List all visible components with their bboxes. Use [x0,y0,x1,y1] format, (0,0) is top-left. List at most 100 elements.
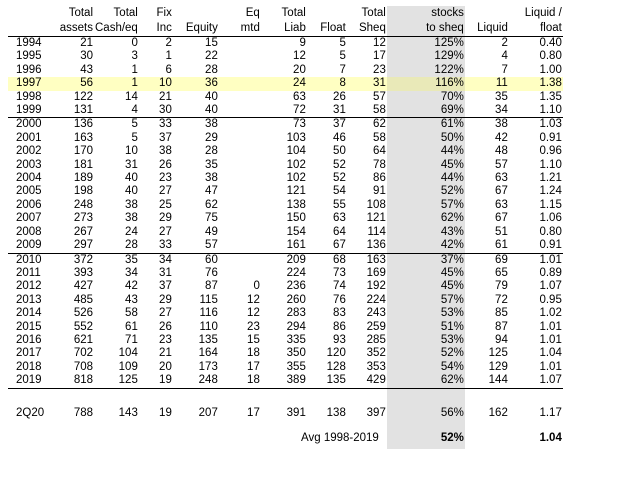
cell-total-cash-eq: 125 [118,374,138,387]
header-liquid-float: float [540,22,562,34]
cell-total-cash-eq: 104 [118,347,138,360]
average-row: Avg 1998-2019 52% 1.04 [8,426,563,449]
cell-liquid: 11 [464,77,509,91]
header-eq-mtd: Eq [245,7,260,19]
cell-total-assets: 170 [73,145,93,158]
blank-cell [465,427,509,449]
q-cell-total-liab: 391 [286,406,306,419]
cell-liquid: 129 [488,360,508,373]
cell-total-liab: 102 [286,158,306,171]
cell-total-sheq: 136 [366,239,386,252]
cell-eq-mtd [218,252,261,267]
cell-liquid: 87 [495,320,508,333]
cell-total-assets: 131 [73,104,93,117]
cell-eq-mtd: 18 [247,374,260,387]
cell-total-sheq: 352 [366,347,386,360]
cell-equity: 47 [205,185,218,198]
cell-eq-mtd: 15 [247,333,260,346]
quarter-row: 2Q20 788 143 19 207 17 391 138 397 56% 162 1.17 [8,398,563,427]
cell-total-liab: 12 [293,50,306,63]
average-liquid-float: 1.04 [539,431,562,444]
cell-liquid: 67 [495,212,508,225]
cell-float: 64 [333,225,346,238]
cell-equity: 36 [172,77,219,91]
cell-total-cash-eq: 0 [94,36,139,51]
q-cell-liquid: 162 [488,406,508,419]
cell-year: 1996 [16,63,42,76]
cell-eq-mtd [218,117,261,132]
cell-equity: 22 [205,50,218,63]
cell-fix-inc: 6 [165,63,172,76]
cell-total-liab: 150 [286,212,306,225]
cell-liquid-float: 1.01 [508,252,563,267]
cell-liquid-float: 0.89 [539,266,562,279]
cell-year: 2017 [16,347,42,360]
cell-float: 76 [333,293,346,306]
cell-equity: 40 [205,104,218,117]
cell-float: 93 [333,333,346,346]
table-row: 2008 267 24 27 49 154 64 114 43% 51 0.80 [8,225,563,240]
cell-stocks-to-sheq: 45% [386,280,465,294]
cell-liquid: 94 [495,333,508,346]
cell-total-assets: 393 [73,266,93,279]
cell-float: 5 [306,36,347,51]
cell-equity: 38 [205,172,218,185]
cell-fix-inc: 27 [159,185,172,198]
cell-float: 26 [333,90,346,103]
spacer-cell [94,387,139,399]
spacer-cell [508,387,563,399]
cell-eq-mtd [219,91,261,104]
header-stocks-to-sheq: to sheq [386,21,465,37]
cell-stocks-to-sheq: 57% [386,198,465,213]
cell-equity: 135 [198,333,218,346]
table-row: 1996 43 1 6 28 20 7 23 122% 7 1.00 [8,63,563,78]
cell-year: 2008 [16,225,42,238]
q-cell-fix-inc: 19 [159,406,172,419]
cell-equity: 115 [199,293,218,306]
table-row: 1995 30 3 1 22 12 5 17 129% 4 0.80 [8,50,563,64]
table-row: 2009 297 28 33 57 161 67 136 42% 61 0.91 [8,239,563,253]
cell-stocks-to-sheq: 129% [386,50,465,64]
cell-total-cash-eq: 3 [131,50,138,63]
cell-float: 52 [333,172,346,185]
cell-liquid: 34 [495,104,508,117]
table-row: 2017 702 104 21 164 18 350 120 352 52% 125 1.04 [8,347,563,361]
table-row: 2003 181 31 26 35 102 52 78 45% 57 1.10 [8,158,563,173]
table-row: 2018 708 109 20 173 17 355 128 353 54% 129 1.01 [8,360,563,375]
cell-equity: 15 [172,36,219,51]
cell-total-assets: 122 [73,90,93,103]
cell-float: 120 [326,347,346,360]
spacer-cell [138,387,173,399]
cell-fix-inc: 31 [159,266,172,279]
cell-total-assets: 552 [73,320,93,333]
cell-float: 8 [306,77,347,91]
cell-equity: 29 [205,131,218,144]
spacer-cell [464,387,509,399]
cell-equity: 76 [205,266,218,279]
cell-liquid-float: 1.21 [539,172,562,185]
cell-stocks-to-sheq: 50% [386,131,465,146]
cell-total-cash-eq: 28 [125,239,138,252]
cell-total-cash-eq: 109 [118,360,138,373]
cell-year: 2000 [8,117,48,132]
cell-total-sheq: 86 [373,172,386,185]
cell-liquid: 7 [501,63,508,76]
cell-total-cash-eq: 10 [125,145,138,158]
header-equity [173,6,219,21]
cell-year: 2009 [16,239,42,252]
cell-equity: 57 [205,239,218,252]
cell-year: 2005 [16,185,42,198]
cell-total-cash-eq: 24 [125,225,138,238]
cell-stocks-to-sheq: 116% [386,77,465,91]
cell-total-sheq: 243 [366,307,386,320]
cell-float: 73 [333,266,346,279]
cell-total-sheq: 12 [346,36,387,51]
q-cell-stocks-to-sheq: 56% [386,398,465,427]
header-total-cash-eq: Total [113,7,138,19]
cell-liquid-float: 1.02 [539,307,562,320]
cell-total-sheq: 17 [373,50,386,63]
cell-total-assets: 136 [48,117,94,132]
q-cell-eq-mtd: 17 [247,406,260,419]
cell-liquid: 51 [495,225,508,238]
cell-total-sheq: 259 [366,320,386,333]
